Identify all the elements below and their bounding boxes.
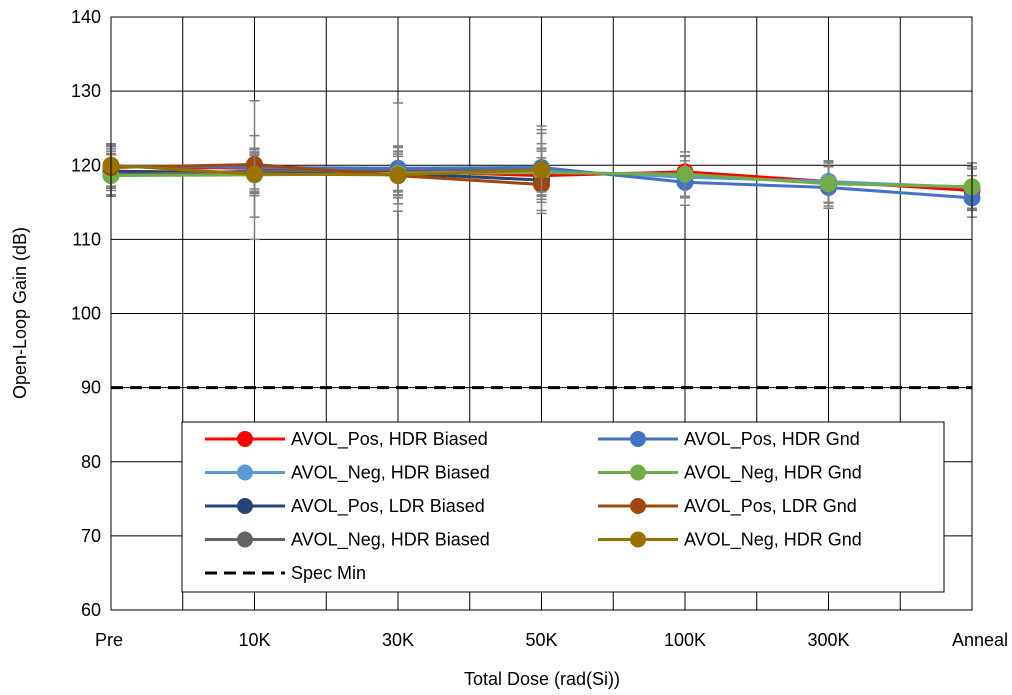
legend-item: Spec Min bbox=[205, 563, 366, 583]
x-tick-label: 300K bbox=[807, 630, 849, 650]
data-point bbox=[676, 165, 694, 183]
legend-item: AVOL_Pos, LDR Biased bbox=[205, 496, 485, 517]
legend-swatch-marker bbox=[237, 531, 253, 548]
legend-label: AVOL_Pos, LDR Gnd bbox=[684, 496, 857, 517]
data-point bbox=[246, 165, 263, 183]
legend-label: AVOL_Neg, HDR Biased bbox=[291, 463, 490, 484]
x-tick-label: Pre bbox=[95, 630, 123, 650]
legend-swatch-marker bbox=[630, 464, 646, 481]
x-tick-label: 50K bbox=[525, 630, 557, 650]
y-tick-label: 140 bbox=[71, 7, 101, 27]
y-axis-label: Open-Loop Gain (dB) bbox=[10, 227, 30, 399]
legend-item: AVOL_Neg, HDR Biased bbox=[205, 530, 490, 551]
x-tick-label: 100K bbox=[664, 630, 706, 650]
legend-swatch-marker bbox=[630, 531, 646, 548]
legend-item: AVOL_Pos, LDR Gnd bbox=[598, 496, 857, 517]
x-tick-label: 10K bbox=[238, 630, 270, 650]
legend-label: Spec Min bbox=[291, 563, 366, 583]
legend-label: AVOL_Neg, HDR Gnd bbox=[684, 530, 862, 551]
legend-swatch-marker bbox=[630, 431, 646, 447]
y-tick-label: 80 bbox=[81, 452, 101, 472]
legend-label: AVOL_Neg, HDR Gnd bbox=[684, 463, 862, 484]
y-tick-label: 100 bbox=[71, 304, 101, 324]
y-axis-ticks: 60 70 80 90 100 110 120 130 140 bbox=[71, 7, 101, 620]
legend-label: AVOL_Neg, HDR Biased bbox=[291, 530, 490, 551]
legend-swatch-marker bbox=[237, 464, 253, 481]
x-tick-label: 30K bbox=[382, 630, 414, 650]
y-tick-label: 120 bbox=[71, 155, 101, 175]
series-group bbox=[102, 128, 550, 199]
legend: AVOL_Pos, HDR Biased AVOL_Pos, HDR Gnd AVO… bbox=[181, 421, 945, 593]
x-axis-ticks: Pre 10K 30K 50K 100K 300K Anneal bbox=[95, 630, 1008, 650]
legend-swatch-marker bbox=[237, 498, 253, 514]
y-tick-label: 130 bbox=[71, 81, 101, 101]
series-line bbox=[110, 163, 542, 187]
data-point bbox=[533, 161, 550, 179]
x-tick-label: Anneal bbox=[952, 630, 1008, 650]
y-tick-label: 60 bbox=[81, 600, 101, 620]
x-axis-label: Total Dose (rad(Si)) bbox=[464, 669, 620, 689]
data-point bbox=[389, 166, 407, 184]
legend-item: AVOL_Neg, HDR Biased bbox=[205, 463, 490, 484]
legend-swatch-marker bbox=[630, 498, 646, 514]
y-tick-label: 90 bbox=[81, 378, 101, 398]
legend-label: AVOL_Pos, LDR Biased bbox=[291, 496, 485, 517]
data-point bbox=[820, 175, 837, 193]
y-tick-label: 110 bbox=[72, 229, 101, 249]
legend-item: AVOL_Pos, HDR Gnd bbox=[598, 429, 860, 450]
legend-swatch-marker bbox=[237, 431, 253, 447]
legend-box bbox=[181, 421, 945, 593]
y-tick-label: 70 bbox=[81, 526, 101, 546]
plot-frame bbox=[110, 16, 973, 611]
legend-label: AVOL_Pos, HDR Biased bbox=[291, 429, 488, 450]
legend-item: AVOL_Neg, HDR Gnd bbox=[598, 463, 862, 484]
legend-item: AVOL_Pos, HDR Biased bbox=[205, 429, 488, 450]
legend-item: AVOL_Neg, HDR Gnd bbox=[598, 530, 862, 551]
legend-label: AVOL_Pos, HDR Gnd bbox=[684, 429, 860, 450]
series-line bbox=[110, 163, 542, 177]
